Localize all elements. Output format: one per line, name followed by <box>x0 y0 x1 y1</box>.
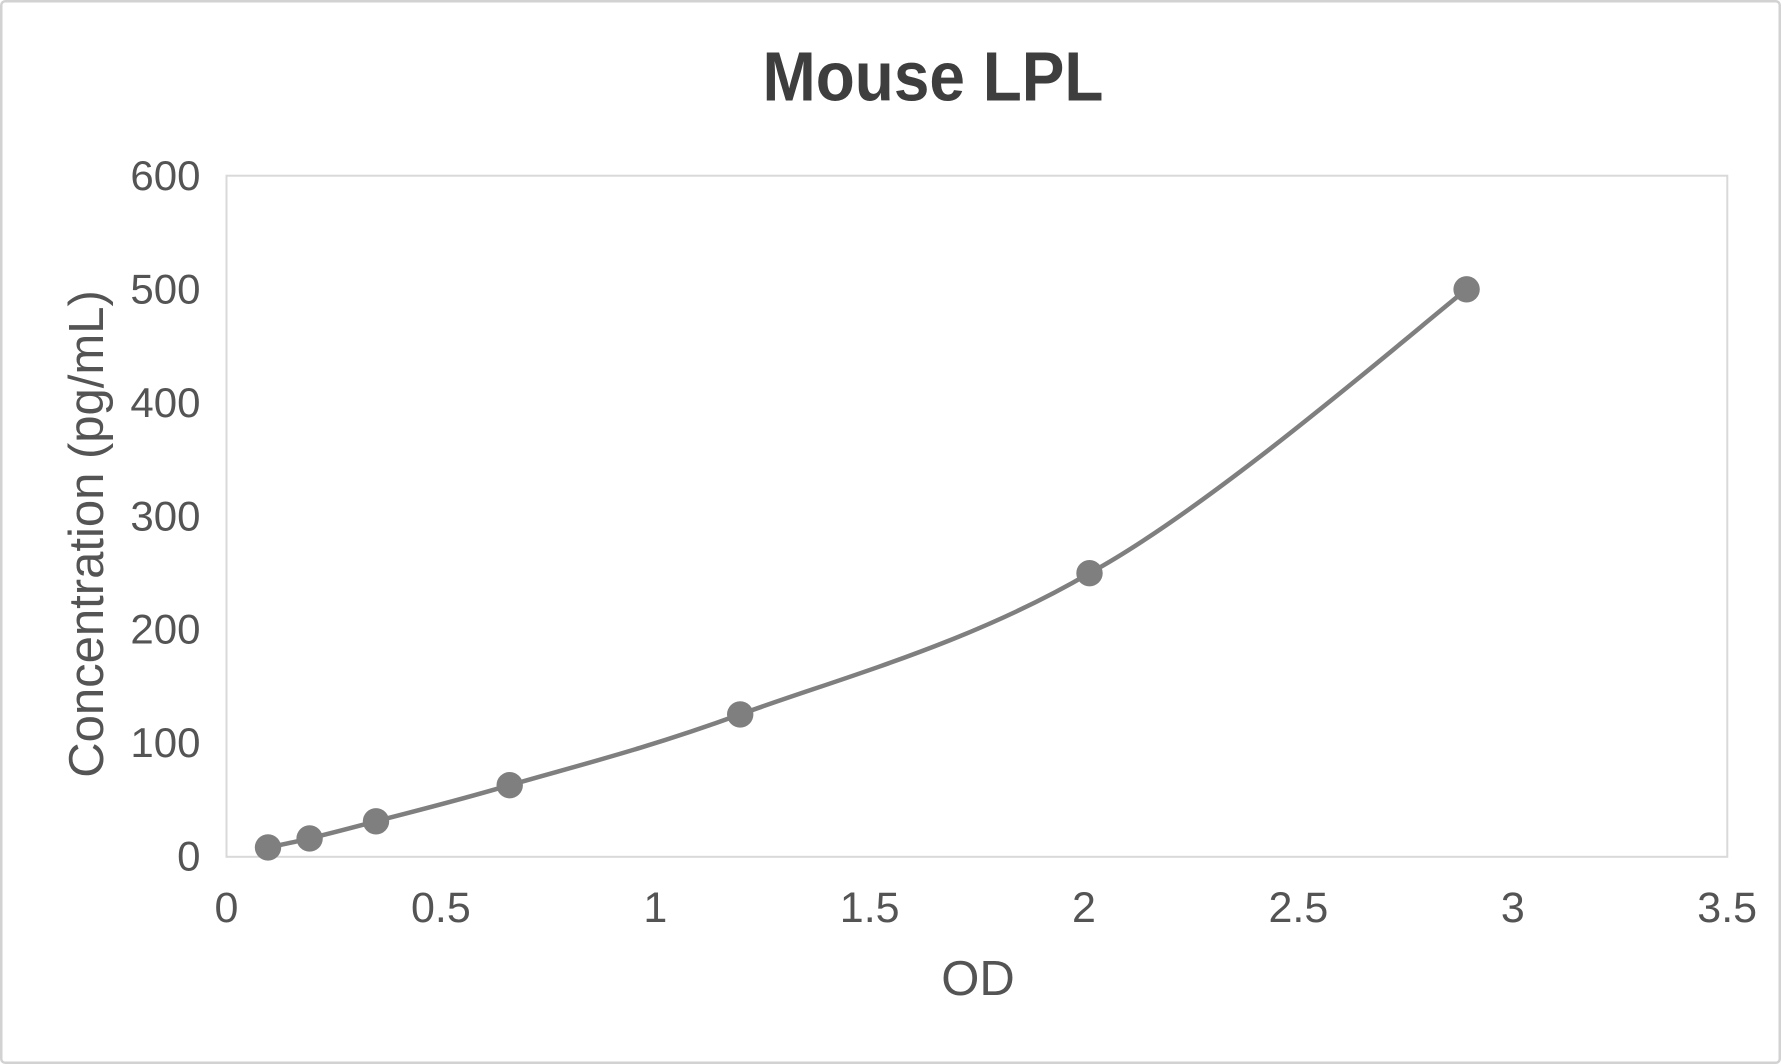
svg-text:0: 0 <box>215 884 239 932</box>
svg-text:600: 600 <box>130 152 200 199</box>
svg-text:1: 1 <box>643 884 667 932</box>
svg-text:3: 3 <box>1501 884 1525 932</box>
svg-text:0.5: 0.5 <box>411 884 471 932</box>
svg-text:3.5: 3.5 <box>1697 884 1757 932</box>
svg-text:Mouse LPL: Mouse LPL <box>763 38 1104 116</box>
svg-text:0: 0 <box>177 833 200 880</box>
svg-text:100: 100 <box>130 719 200 766</box>
svg-text:300: 300 <box>130 492 200 539</box>
svg-text:2.5: 2.5 <box>1269 884 1329 932</box>
svg-text:OD: OD <box>941 952 1015 1006</box>
svg-text:500: 500 <box>130 266 200 313</box>
svg-text:Concentration (pg/mL): Concentration (pg/mL) <box>60 290 114 778</box>
svg-text:200: 200 <box>130 606 200 653</box>
svg-text:2: 2 <box>1072 884 1096 932</box>
svg-text:1.5: 1.5 <box>840 884 900 932</box>
svg-text:400: 400 <box>130 379 200 426</box>
